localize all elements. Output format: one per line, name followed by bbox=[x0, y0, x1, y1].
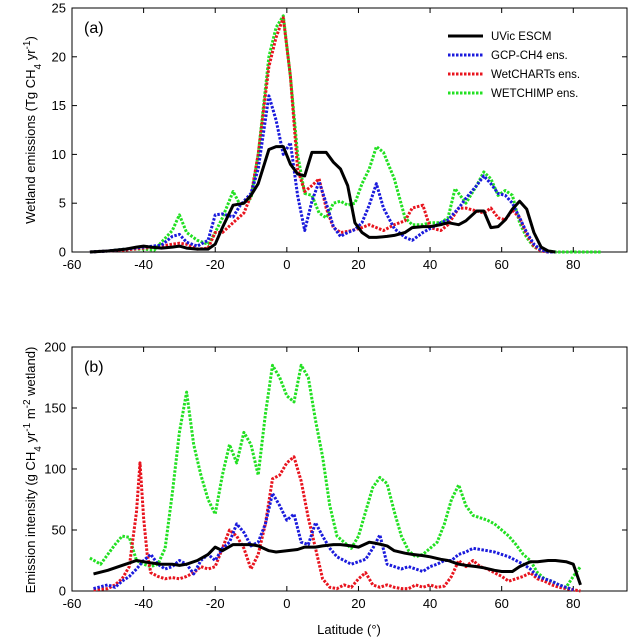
panel-a-ytick-label: 15 bbox=[52, 98, 66, 113]
legend: UVic ESCM GCP-CH4 ens. WetCHARTs ens. WE… bbox=[440, 24, 618, 108]
legend-label-wetcharts: WetCHARTs ens. bbox=[491, 69, 580, 81]
panel-a-xtick-label: -60 bbox=[63, 257, 82, 272]
panel-b-label: (b) bbox=[84, 359, 104, 376]
panel-a-ticks: -60 -40 -20 0 20 40 60 80 0 5 10 15 20 25 bbox=[52, 1, 627, 272]
panel-a-label: (a) bbox=[84, 20, 104, 37]
panel-b-xtick-label: 20 bbox=[351, 596, 365, 611]
panel-b-ytick-label: 150 bbox=[44, 401, 66, 416]
panel-b-xtick-label: 40 bbox=[423, 596, 437, 611]
legend-item-wetchimp: WETCHIMP ens. bbox=[448, 88, 578, 100]
panel-a-xtick-label: 60 bbox=[494, 257, 508, 272]
panel-b-xtick-label: 0 bbox=[283, 596, 290, 611]
panel-b-ylabel: Emission intensity (g CH4 yr-1 m-2 wetla… bbox=[22, 347, 44, 594]
panel-b-series bbox=[89, 363, 582, 593]
panel-b-series-wetcharts-ens bbox=[93, 455, 581, 593]
panel-b-xlabel: Latitude (°) bbox=[317, 622, 381, 637]
panel-b-xtick-label: -20 bbox=[206, 596, 225, 611]
panel-b-xtick-label: 80 bbox=[566, 596, 580, 611]
panel-b-axes-box bbox=[71, 346, 628, 592]
panel-b-ytick-label: 100 bbox=[44, 462, 66, 477]
panel-a-series bbox=[89, 14, 602, 254]
panel-a-xtick-label: 20 bbox=[351, 257, 365, 272]
legend-label-uvic: UVic ESCM bbox=[491, 31, 552, 43]
panel-b-xtick-label: -60 bbox=[63, 596, 82, 611]
panel-a-axes-box bbox=[71, 7, 628, 253]
panel-b-series-gcp-ch4-ens bbox=[93, 491, 574, 592]
panel-b: -60 -40 -20 0 20 40 60 80 0 50 100 150 200 (b) Emiss… bbox=[22, 340, 628, 637]
panel-a-series-gcp-ch4-ens bbox=[89, 94, 556, 254]
panel-a-ytick-label: 10 bbox=[52, 147, 66, 162]
panel-b-series-uvic-escm bbox=[93, 540, 582, 586]
panel-b-ytick-label: 0 bbox=[59, 584, 66, 599]
panel-a-xtick-label: -20 bbox=[206, 257, 225, 272]
panel-a-ylabel: Wetland emissions (Tg CH4 yr-1) bbox=[22, 36, 44, 224]
panel-b-ytick-label: 50 bbox=[52, 523, 66, 538]
panel-b-xtick-label: -40 bbox=[134, 596, 153, 611]
panel-a-xtick-label: 0 bbox=[283, 257, 290, 272]
panel-b-series-wetchimp-ens bbox=[89, 363, 582, 589]
panel-b-ytick-label: 200 bbox=[44, 340, 66, 355]
panel-a-series-wetchimp-ens bbox=[89, 14, 602, 254]
legend-item-gcp: GCP-CH4 ens. bbox=[448, 50, 568, 62]
panel-a-ytick-label: 0 bbox=[59, 245, 66, 260]
panel-b-ticks: -60 -40 -20 0 20 40 60 80 0 50 100 150 200 bbox=[44, 340, 627, 611]
panel-a-xtick-label: 40 bbox=[423, 257, 437, 272]
legend-label-gcp: GCP-CH4 ens. bbox=[491, 50, 568, 62]
panel-b-xtick-label: 60 bbox=[494, 596, 508, 611]
panel-a-ytick-label: 25 bbox=[52, 1, 66, 16]
legend-label-wetchimp: WETCHIMP ens. bbox=[491, 88, 578, 100]
legend-item-uvic: UVic ESCM bbox=[448, 31, 552, 43]
panel-a: -60 -40 -20 0 20 40 60 80 0 5 10 15 20 25 (a) Wetland… bbox=[22, 1, 628, 272]
panel-a-ytick-label: 5 bbox=[59, 196, 66, 211]
panel-a-xtick-label: 80 bbox=[566, 257, 580, 272]
panel-a-xtick-label: -40 bbox=[134, 257, 153, 272]
legend-item-wetcharts: WetCHARTs ens. bbox=[448, 69, 580, 81]
panel-a-series-uvic-escm bbox=[89, 145, 556, 254]
panel-a-ytick-label: 20 bbox=[52, 49, 66, 64]
